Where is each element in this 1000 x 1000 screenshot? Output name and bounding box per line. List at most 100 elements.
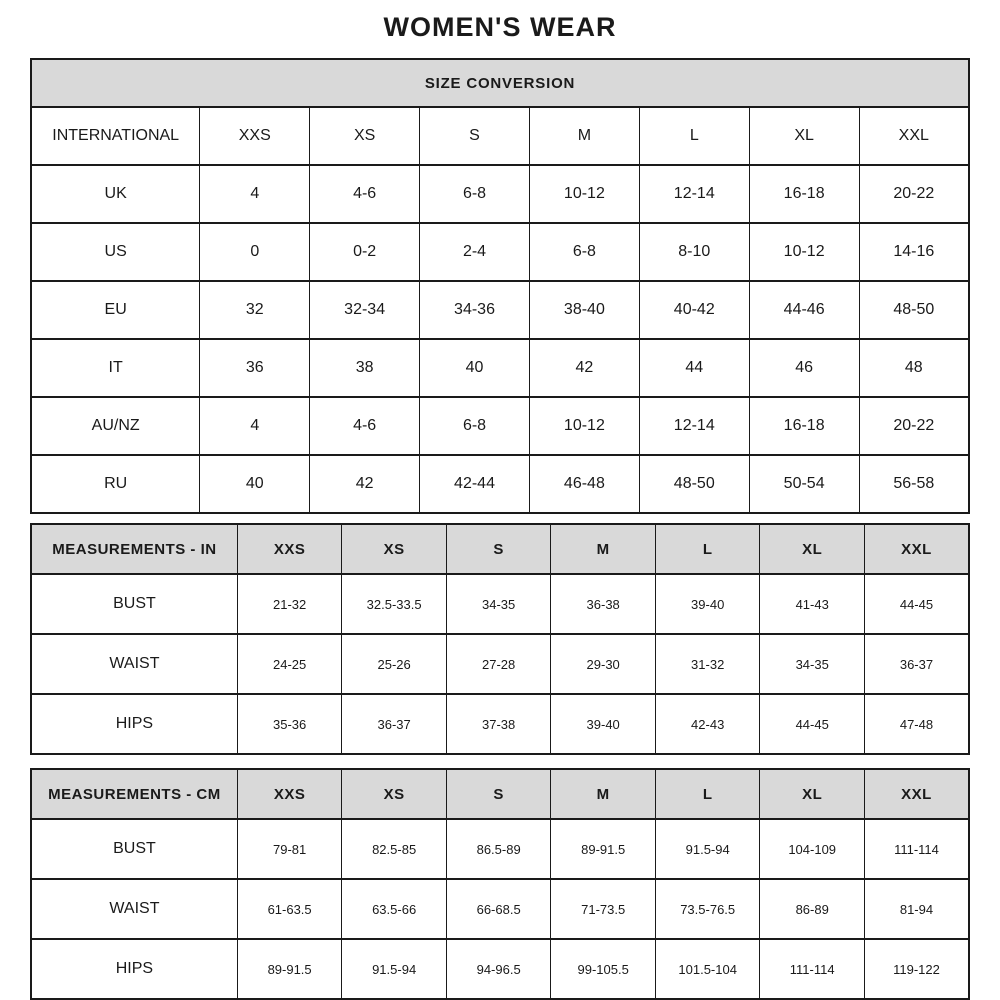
- cell-value: 24-25: [236, 633, 343, 695]
- table-row: WAIST 24-25 25-26 27-28 29-30 31-32 34-35 36-37: [30, 633, 970, 695]
- header-label-cell: INTERNATIONAL: [30, 106, 201, 166]
- row-label: WAIST: [30, 633, 238, 695]
- table-row: WAIST 61-63.5 63.5-66 66-68.5 71-73.5 73.5-76…: [30, 878, 970, 940]
- cell-value: 34-35: [445, 573, 552, 635]
- column-header: XS: [341, 768, 447, 820]
- column-header: S: [445, 768, 552, 820]
- measurements-cm-header-row: MEASUREMENTS - CM XXS XS S M L XL XXL: [30, 768, 970, 820]
- column-header: XL: [759, 768, 865, 820]
- cell-value: 40: [199, 454, 311, 514]
- column-header: M: [550, 768, 656, 820]
- column-header: L: [638, 106, 750, 166]
- cell-value: 104-109: [759, 818, 865, 880]
- cell-value: 2-4: [419, 222, 530, 282]
- column-header: M: [528, 106, 640, 166]
- table-row: EU 32 32-34 34-36 38-40 40-42 44-46 48-50: [30, 280, 970, 340]
- cell-value: 79-81: [236, 818, 343, 880]
- column-header: XL: [759, 523, 865, 575]
- cell-value: 48-50: [638, 454, 750, 514]
- cell-value: 81-94: [863, 878, 970, 940]
- measurements-in-table: MEASUREMENTS - IN XXS XS S M L XL XXL BUST 21-32 3…: [30, 523, 970, 755]
- cell-value: 89-91.5: [550, 818, 656, 880]
- cell-value: 38-40: [528, 280, 640, 340]
- cell-value: 48: [858, 338, 970, 398]
- cell-value: 101.5-104: [654, 938, 761, 1000]
- cell-value: 99-105.5: [550, 938, 656, 1000]
- cell-value: 0: [199, 222, 311, 282]
- cell-value: 86.5-89: [445, 818, 552, 880]
- cell-value: 44: [638, 338, 750, 398]
- cell-value: 44-45: [759, 693, 865, 755]
- cell-value: 47-48: [863, 693, 970, 755]
- cell-value: 42: [528, 338, 640, 398]
- cell-value: 71-73.5: [550, 878, 656, 940]
- table-row: RU 40 42 42-44 46-48 48-50 50-54 56-58: [30, 454, 970, 514]
- cell-value: 94-96.5: [445, 938, 552, 1000]
- cell-value: 14-16: [858, 222, 970, 282]
- cell-value: 91.5-94: [341, 938, 447, 1000]
- cell-value: 91.5-94: [654, 818, 761, 880]
- cell-value: 42-44: [419, 454, 530, 514]
- cell-value: 16-18: [748, 396, 860, 456]
- cell-value: 73.5-76.5: [654, 878, 761, 940]
- cell-value: 10-12: [528, 396, 640, 456]
- column-header: XS: [309, 106, 421, 166]
- cell-value: 44-46: [748, 280, 860, 340]
- row-label: IT: [30, 338, 201, 398]
- cell-value: 31-32: [654, 633, 761, 695]
- cell-value: 34-35: [759, 633, 865, 695]
- cell-value: 16-18: [748, 164, 860, 224]
- cell-value: 40: [419, 338, 530, 398]
- column-header: XS: [341, 523, 447, 575]
- cell-value: 12-14: [638, 396, 750, 456]
- cell-value: 42-43: [654, 693, 761, 755]
- size-conversion-title-row: SIZE CONVERSION: [30, 58, 970, 108]
- cell-value: 36-37: [863, 633, 970, 695]
- cell-value: 20-22: [858, 396, 970, 456]
- cell-value: 111-114: [759, 938, 865, 1000]
- cell-value: 35-36: [236, 693, 343, 755]
- measurements-in-header-row: MEASUREMENTS - IN XXS XS S M L XL XXL: [30, 523, 970, 575]
- column-header: XXS: [199, 106, 311, 166]
- size-conversion-header-row: INTERNATIONAL XXS XS S M L XL XXL: [30, 106, 970, 166]
- cell-value: 20-22: [858, 164, 970, 224]
- cell-value: 82.5-85: [341, 818, 447, 880]
- cell-value: 36: [199, 338, 311, 398]
- cell-value: 8-10: [638, 222, 750, 282]
- cell-value: 37-38: [445, 693, 552, 755]
- cell-value: 21-32: [236, 573, 343, 635]
- table-row: BUST 79-81 82.5-85 86.5-89 89-91.5 91.5-94 104…: [30, 818, 970, 880]
- cell-value: 36-38: [550, 573, 656, 635]
- cell-value: 50-54: [748, 454, 860, 514]
- cell-value: 119-122: [863, 938, 970, 1000]
- cell-value: 41-43: [759, 573, 865, 635]
- cell-value: 27-28: [445, 633, 552, 695]
- cell-value: 48-50: [858, 280, 970, 340]
- column-header: XL: [748, 106, 860, 166]
- table-row: HIPS 35-36 36-37 37-38 39-40 42-43 44-45 47-48: [30, 693, 970, 755]
- column-header: M: [550, 523, 656, 575]
- cell-value: 4-6: [309, 396, 421, 456]
- table-row: US 0 0-2 2-4 6-8 8-10 10-12 14-16: [30, 222, 970, 282]
- column-header: XXL: [863, 768, 970, 820]
- cell-value: 38: [309, 338, 421, 398]
- cell-value: 61-63.5: [236, 878, 343, 940]
- row-label: WAIST: [30, 878, 238, 940]
- cell-value: 66-68.5: [445, 878, 552, 940]
- cell-value: 63.5-66: [341, 878, 447, 940]
- column-header: S: [419, 106, 530, 166]
- column-header: XXL: [858, 106, 970, 166]
- cell-value: 6-8: [528, 222, 640, 282]
- cell-value: 44-45: [863, 573, 970, 635]
- cell-value: 12-14: [638, 164, 750, 224]
- table-row: HIPS 89-91.5 91.5-94 94-96.5 99-105.5 101.5-1…: [30, 938, 970, 1000]
- page-title: WOMEN'S WEAR: [383, 12, 617, 42]
- row-label: BUST: [30, 573, 238, 635]
- row-label: HIPS: [30, 693, 238, 755]
- size-conversion-table: SIZE CONVERSION INTERNATIONAL XXS XS S M L XL XX…: [30, 58, 970, 514]
- cell-value: 29-30: [550, 633, 656, 695]
- cell-value: 46: [748, 338, 860, 398]
- cell-value: 25-26: [341, 633, 447, 695]
- column-header: L: [654, 768, 761, 820]
